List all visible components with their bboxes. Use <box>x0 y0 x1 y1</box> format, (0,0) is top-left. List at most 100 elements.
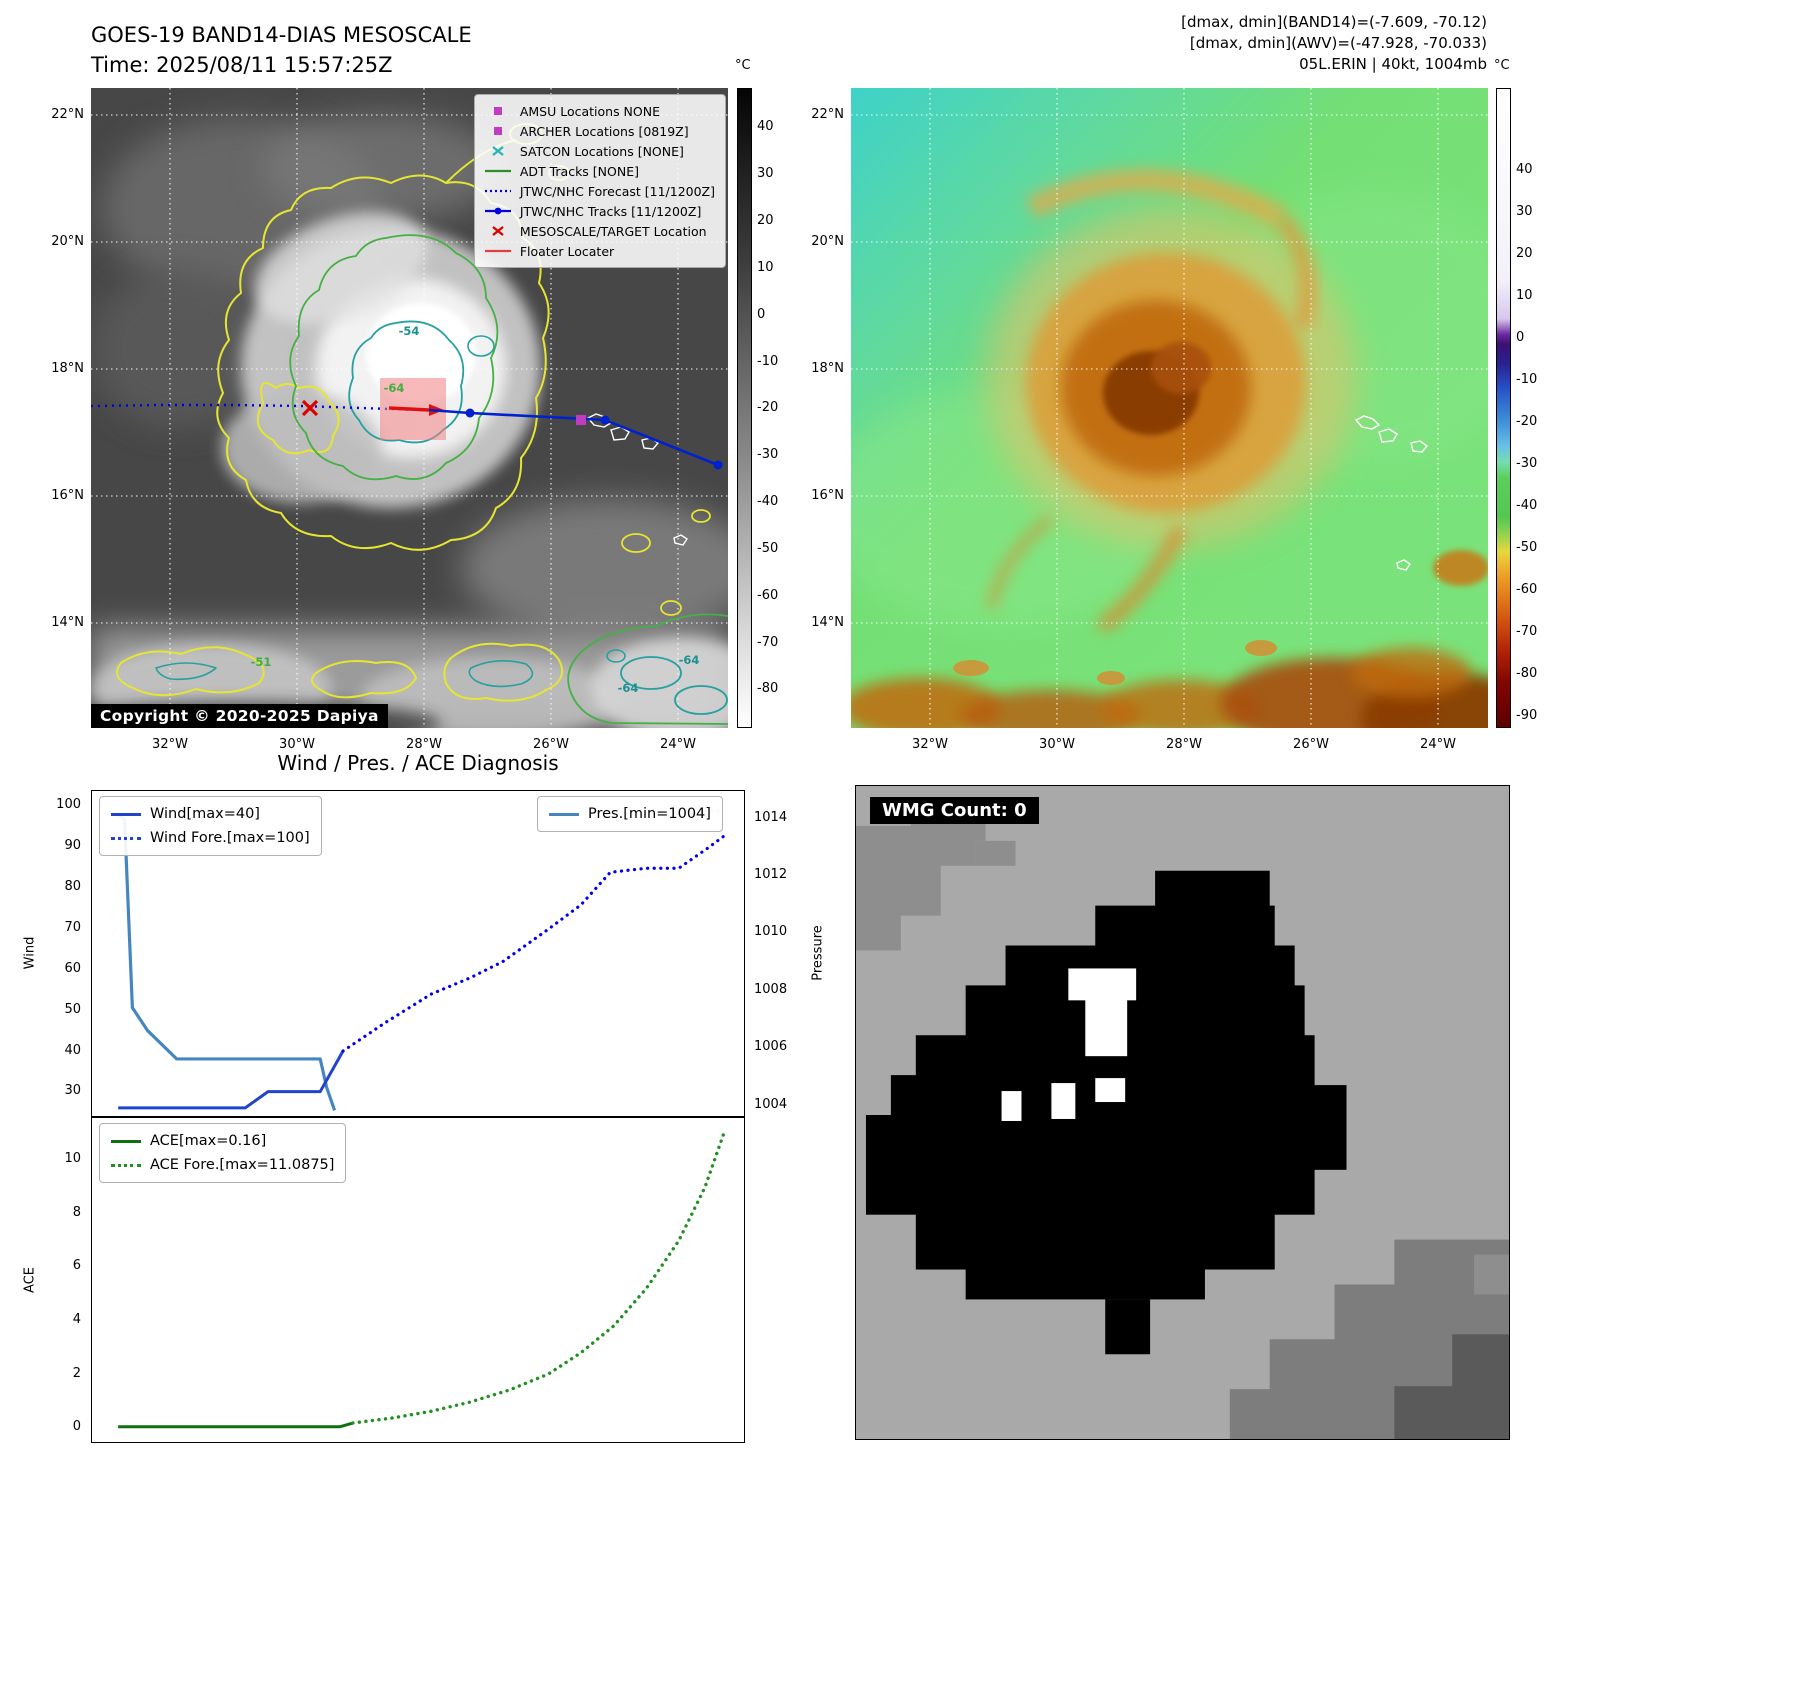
axis-tick-label: 30 <box>1516 204 1533 219</box>
awv-colorbar <box>1496 88 1511 728</box>
axis-tick-label: -70 <box>1516 624 1538 639</box>
axis-tick-label: 30°W <box>279 737 315 752</box>
axis-tick-label: 26°W <box>533 737 569 752</box>
axis-tick-label: 14°N <box>51 615 84 630</box>
awv-graticule <box>851 88 1488 728</box>
axis-tick-label: 20 <box>757 212 774 228</box>
axis-tick-label: 16°N <box>51 488 84 503</box>
axis-tick-label: 28°W <box>1166 737 1202 752</box>
axis-tick-label: 30 <box>64 1083 81 1099</box>
square-marker-icon <box>483 104 513 118</box>
track-point <box>713 460 723 470</box>
ir-legend-item: JTWC/NHC Tracks [11/1200Z] <box>483 201 715 221</box>
legend-line-icon <box>549 812 579 816</box>
line-marker-icon <box>483 244 513 258</box>
legend-line-icon <box>111 836 141 840</box>
square-marker-icon <box>483 124 513 138</box>
pressure-legend: Pres.[min=1004] <box>537 796 723 832</box>
axis-tick-label: -60 <box>757 587 779 603</box>
copyright-label: Copyright © 2020-2025 Dapiya <box>91 704 388 728</box>
axis-tick-label: 4 <box>72 1311 81 1327</box>
axis-tick-label: 1004 <box>754 1096 788 1112</box>
axis-tick-label: 90 <box>64 838 81 854</box>
axis-tick-label: 24°W <box>1420 737 1456 752</box>
axis-tick-label: -90 <box>1516 708 1538 723</box>
ir-legend-item-label: SATCON Locations [NONE] <box>519 143 684 159</box>
dotted-marker-icon <box>483 184 513 198</box>
awv-header: [dmax, dmin](BAND14)=(-7.609, -70.12) [d… <box>900 12 1487 75</box>
axis-tick-label: 32°W <box>912 737 948 752</box>
ir-satellite-image: AMSU Locations NONE ARCHER Locations [081… <box>91 88 728 728</box>
floater-arrow <box>388 406 430 412</box>
axis-tick-label: 50 <box>64 1001 81 1017</box>
ir-legend-item: JTWC/NHC Forecast [11/1200Z] <box>483 181 715 201</box>
axis-tick-label: 30°W <box>1039 737 1075 752</box>
axis-tick-label: -80 <box>1516 666 1538 681</box>
ir-legend-item: ADT Tracks [NONE] <box>483 161 715 181</box>
ir-legend-item-label: MESOSCALE/TARGET Location <box>519 223 707 239</box>
axis-tick-label: 8 <box>72 1204 81 1220</box>
axis-tick-label: 26°W <box>1293 737 1329 752</box>
ir-legend-item: ARCHER Locations [0819Z] <box>483 121 715 141</box>
ir-title: GOES-19 BAND14-DIAS MESOSCALE <box>91 23 472 47</box>
ir-header: GOES-19 BAND14-DIAS MESOSCALE Time: 2025… <box>91 20 472 80</box>
wind-legend: Wind[max=40] Wind Fore.[max=100] <box>99 796 322 856</box>
axis-tick-label: 20°N <box>811 234 844 249</box>
axis-tick-label: -40 <box>1516 498 1538 513</box>
ir-colorbar <box>737 88 752 728</box>
legend-line-icon <box>111 1139 141 1143</box>
axis-tick-label: 2 <box>72 1365 81 1381</box>
archer-location-marker <box>576 415 586 425</box>
ir-legend-item: AMSU Locations NONE <box>483 101 715 121</box>
axis-tick-label: -20 <box>757 400 779 416</box>
line-marker-icon <box>483 164 513 178</box>
axis-tick-label: -20 <box>1516 414 1538 429</box>
ir-legend-item-label: AMSU Locations NONE <box>519 103 660 119</box>
ir-legend-item: MESOSCALE/TARGET Location <box>483 221 715 241</box>
track-point <box>465 408 475 418</box>
contour-value-label: -64 <box>678 653 700 667</box>
awv-image-art <box>851 88 1488 728</box>
contour-value-label: -51 <box>250 655 272 669</box>
series-ace_observed <box>118 1421 354 1429</box>
axis-tick-label: 80 <box>64 879 81 895</box>
ace-legend: ACE[max=0.16] ACE Fore.[max=11.0875] <box>99 1123 347 1183</box>
chart-legend-item: ACE[max=0.16] <box>111 1129 334 1153</box>
island-outlines-icon <box>1354 415 1429 571</box>
chart-legend-label: Wind Fore.[max=100] <box>150 830 310 846</box>
axis-tick-label: -60 <box>1516 582 1538 597</box>
contour-value-label: -64 <box>383 381 405 395</box>
axis-tick-label: 10 <box>1516 288 1533 303</box>
axis-tick-label: 0 <box>72 1419 81 1435</box>
wmg-image <box>855 785 1510 1440</box>
axis-tick-label: 70 <box>64 919 81 935</box>
wmg-image-art <box>856 786 1509 1439</box>
axis-tick-label: -50 <box>757 540 779 556</box>
axis-tick-label: 10 <box>757 259 774 275</box>
storm-id-label: 05L.ERIN | 40kt, 1004mb <box>1299 55 1487 73</box>
axis-tick-label: 10 <box>64 1150 81 1166</box>
chart-legend-label: ACE[max=0.16] <box>150 1133 267 1149</box>
axis-tick-label: -30 <box>757 447 779 463</box>
axis-tick-label: 24°W <box>660 737 696 752</box>
axis-tick-label: 40 <box>64 1042 81 1058</box>
awv-dmax-awv: [dmax, dmin](AWV)=(-47.928, -70.033) <box>1189 34 1487 52</box>
axis-tick-label: 60 <box>64 960 81 976</box>
axis-tick-label: 28°W <box>406 737 442 752</box>
axis-tick-label: -30 <box>1516 456 1538 471</box>
track-point <box>600 415 610 425</box>
chart-legend-item: Wind[max=40] <box>111 802 310 826</box>
axis-tick-label: 1008 <box>754 981 788 997</box>
pressure-axis-label: Pressure <box>810 925 826 981</box>
axis-tick-label: 22°N <box>811 107 844 122</box>
axis-tick-label: 30 <box>757 166 774 182</box>
axis-tick-label: 22°N <box>51 107 84 122</box>
axis-tick-label: 40 <box>757 119 774 135</box>
ir-legend-item-label: ARCHER Locations [0819Z] <box>519 123 689 139</box>
legend-line-icon <box>111 1163 141 1167</box>
axis-tick-label: 1014 <box>754 809 788 825</box>
ir-timestamp: Time: 2025/08/11 15:57:25Z <box>91 53 393 77</box>
axis-tick-label: -70 <box>757 634 779 650</box>
axis-tick-label: -80 <box>757 681 779 697</box>
